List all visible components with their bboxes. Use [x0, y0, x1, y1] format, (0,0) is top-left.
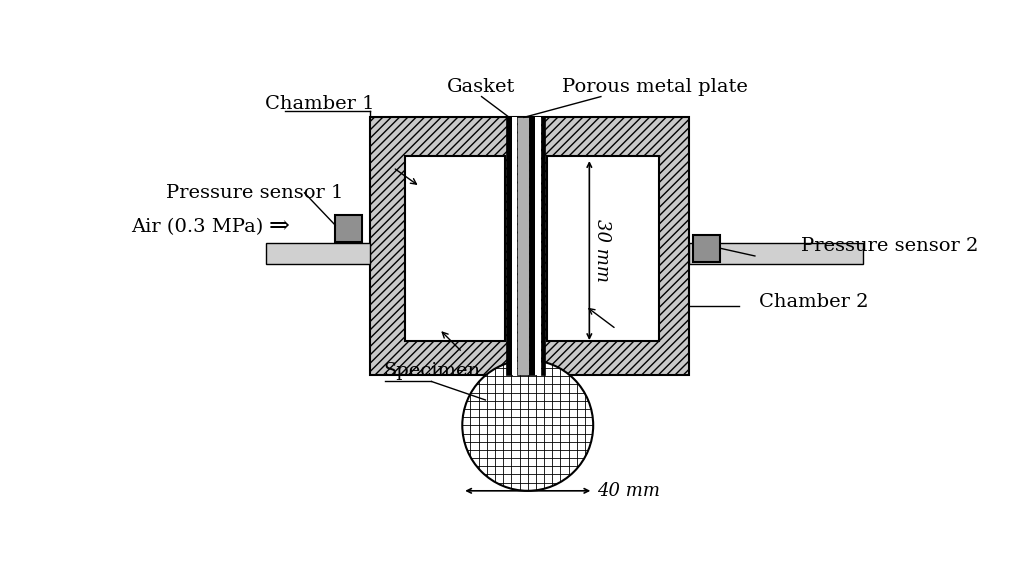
Bar [689, 243, 862, 264]
Text: Pressure sensor 2: Pressure sensor 2 [802, 237, 979, 255]
Bar [535, 117, 541, 375]
Bar [547, 156, 659, 341]
Text: 40 mm: 40 mm [597, 482, 660, 500]
Text: Air (0.3 MPa): Air (0.3 MPa) [132, 218, 263, 236]
Bar [506, 117, 511, 375]
Text: Chamber 1: Chamber 1 [265, 95, 375, 113]
Bar [404, 156, 504, 341]
Bar [511, 117, 517, 375]
Bar [265, 243, 369, 264]
Text: Pressure sensor 1: Pressure sensor 1 [166, 184, 343, 202]
Bar [694, 235, 720, 262]
Text: Chamber 2: Chamber 2 [758, 293, 868, 311]
Bar [517, 117, 529, 375]
Text: 30 mm: 30 mm [593, 219, 611, 282]
Text: Porous metal plate: Porous metal plate [562, 77, 748, 95]
Bar [369, 117, 689, 375]
Bar [541, 117, 544, 375]
Bar [529, 117, 535, 375]
Circle shape [462, 360, 593, 491]
Bar [335, 215, 362, 242]
Text: Gasket: Gasket [448, 77, 516, 95]
Text: ⇒: ⇒ [269, 215, 289, 238]
Text: Specimen: Specimen [383, 362, 481, 380]
